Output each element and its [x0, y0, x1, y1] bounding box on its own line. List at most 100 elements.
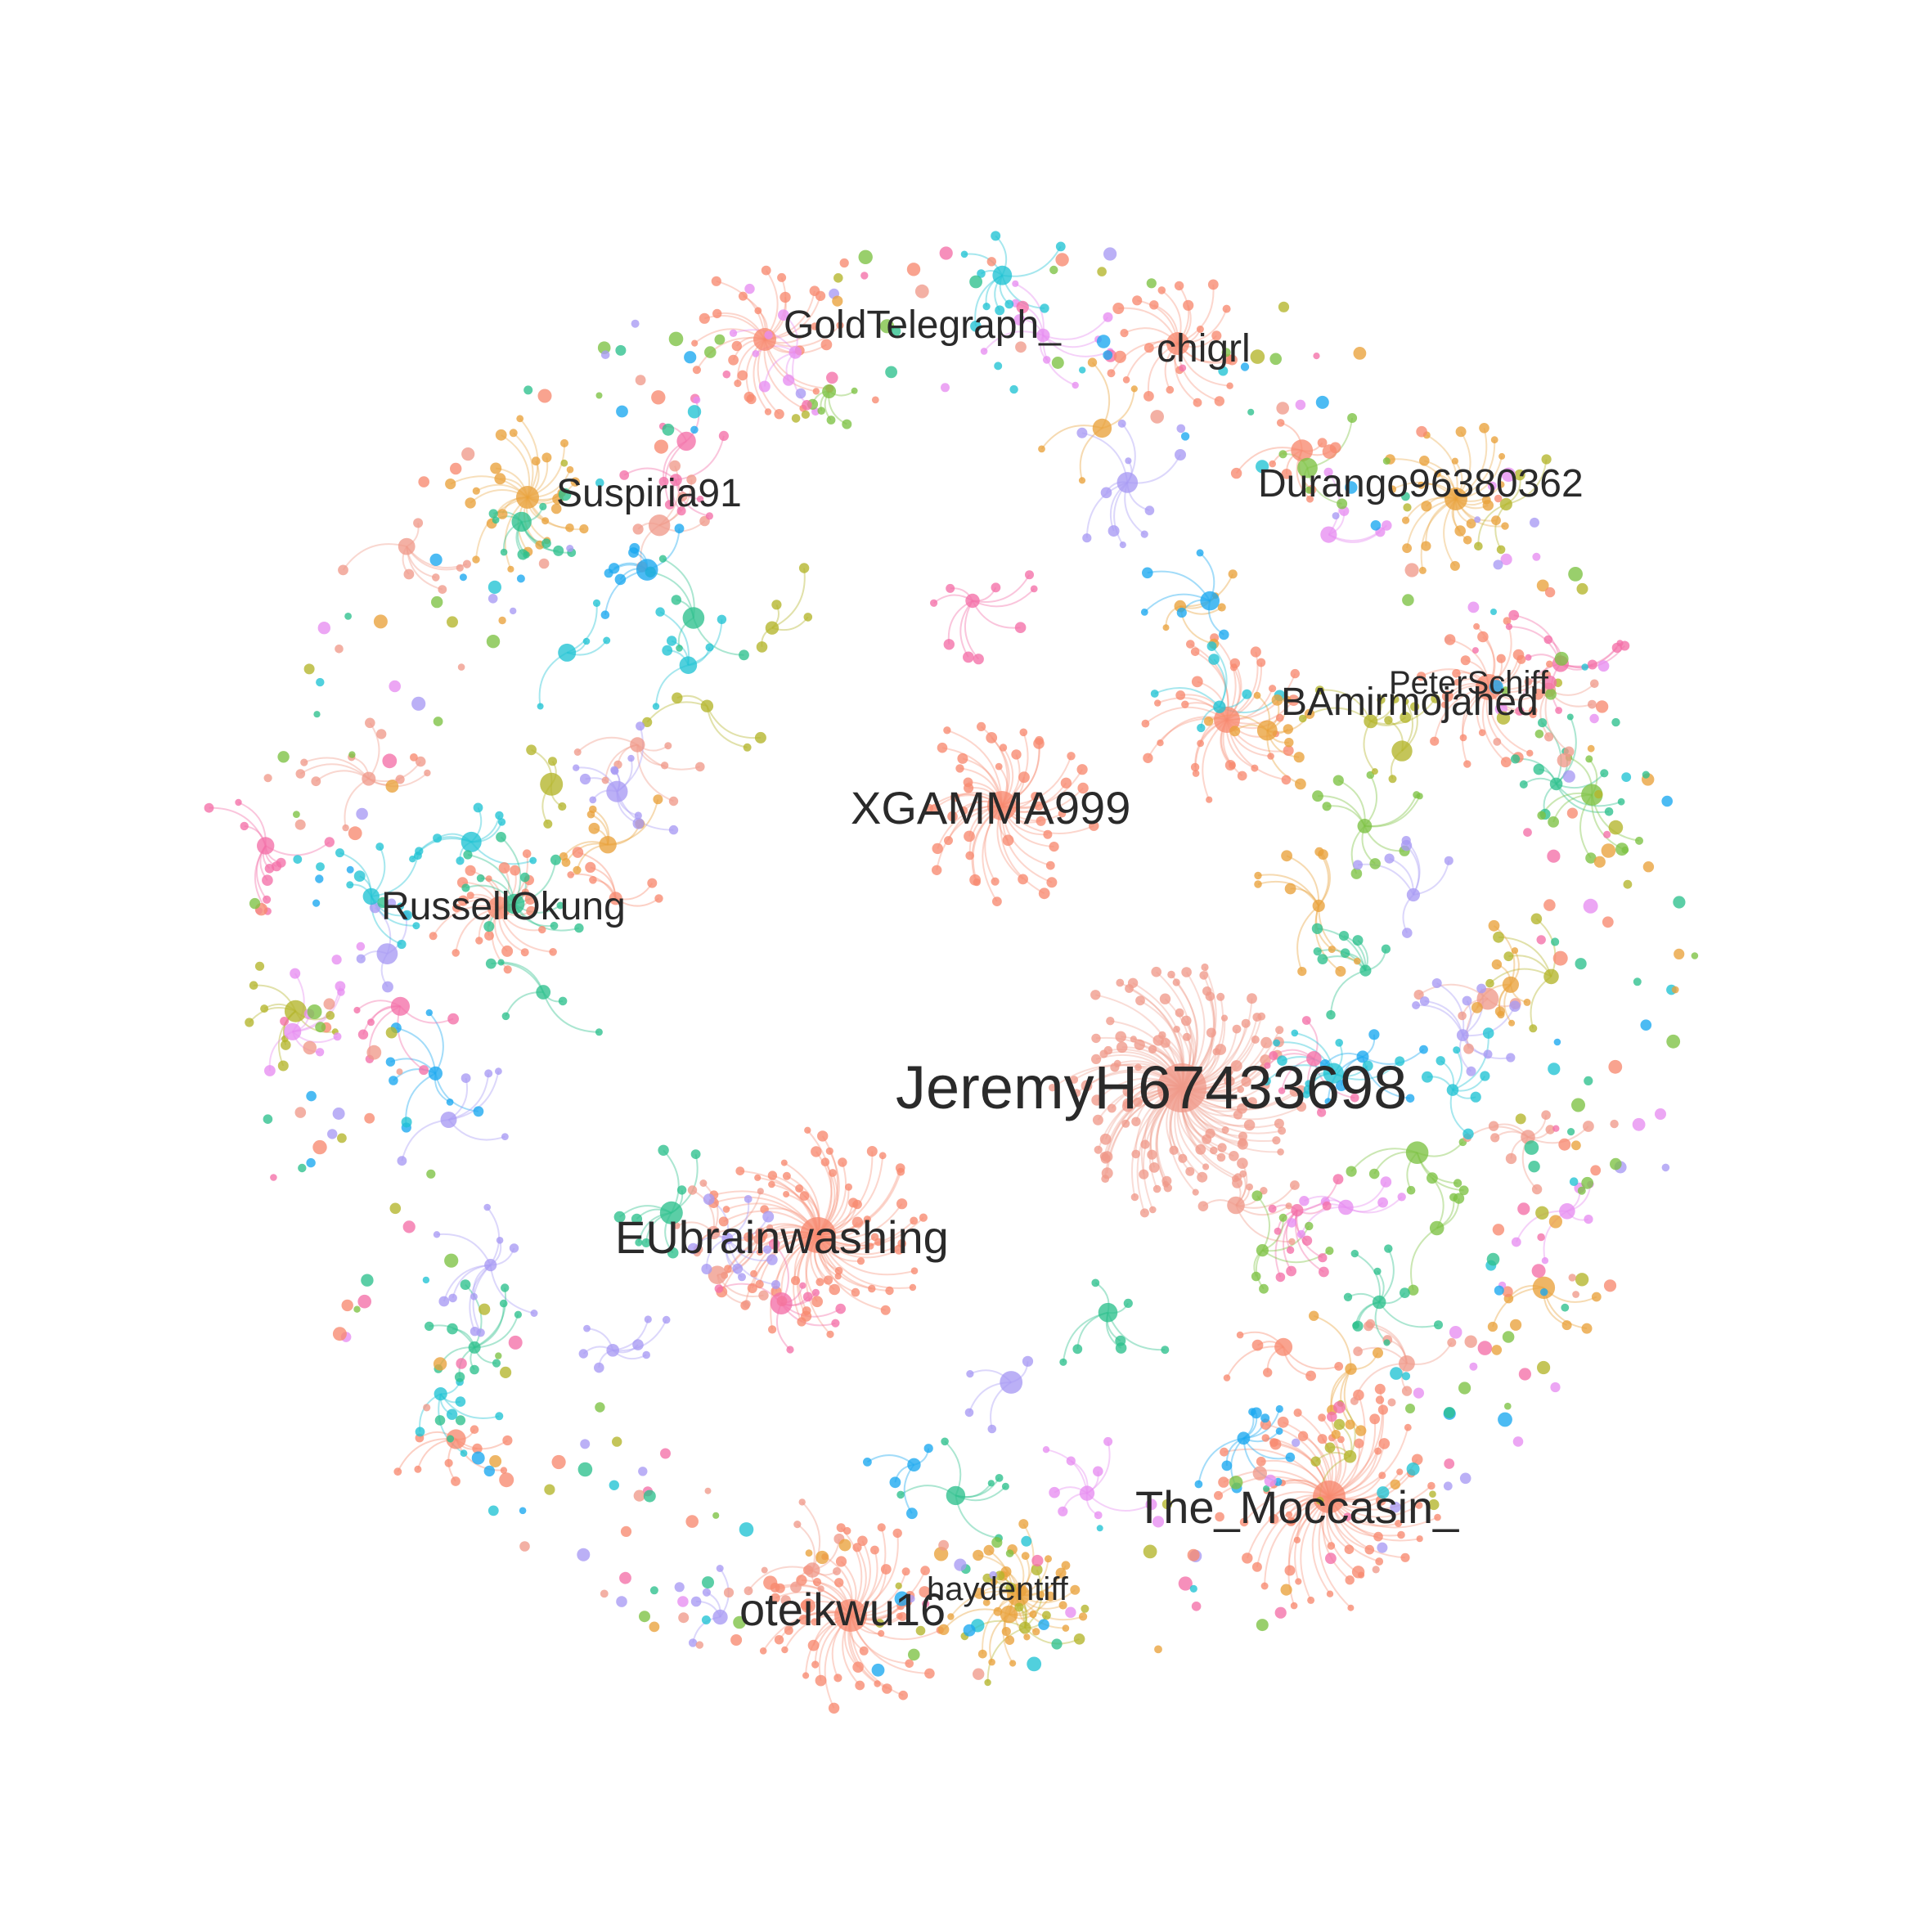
leaf-node — [397, 939, 407, 950]
peripheral-node — [609, 1480, 619, 1491]
leaf-node — [475, 937, 483, 945]
cluster-node — [558, 643, 577, 662]
leaf-node — [1042, 1446, 1050, 1453]
peripheral-node — [1545, 688, 1557, 700]
peripheral-node — [550, 503, 562, 514]
leaf-node — [1049, 842, 1059, 852]
peripheral-node — [1143, 1544, 1157, 1559]
leaf-node — [1174, 281, 1184, 291]
leaf-node — [1206, 1027, 1216, 1038]
leaf-node — [1319, 1266, 1329, 1278]
leaf-node — [768, 1325, 777, 1334]
edge — [676, 435, 725, 481]
peripheral-node — [1065, 1606, 1076, 1618]
peripheral-node — [457, 663, 465, 671]
leaf-node — [960, 250, 968, 258]
leaf-node — [1373, 1531, 1383, 1542]
edge — [1211, 645, 1228, 708]
leaf-node — [732, 1263, 744, 1274]
cluster-node — [1446, 1084, 1459, 1096]
leaf-node — [1281, 775, 1292, 785]
leaf-node — [987, 1480, 995, 1487]
leaf-node — [472, 555, 480, 564]
leaf-node — [1400, 1552, 1410, 1562]
peripheral-node — [1051, 357, 1064, 369]
peripheral-node — [1178, 1576, 1193, 1591]
peripheral-node — [907, 1594, 915, 1603]
leaf-node — [1583, 1121, 1594, 1132]
leaf-node — [995, 305, 1005, 316]
edge — [265, 841, 330, 856]
peripheral-node — [1501, 467, 1516, 482]
peripheral-node — [357, 1294, 372, 1309]
leaf-node — [1009, 1660, 1017, 1667]
leaf-node — [1401, 1386, 1413, 1396]
leaf-node — [988, 1658, 995, 1666]
edge — [1364, 775, 1378, 827]
peripheral-node — [294, 1107, 307, 1118]
leaf-node — [1259, 1283, 1269, 1294]
leaf-node — [811, 1660, 820, 1669]
leaf-node — [1353, 860, 1363, 870]
leaf-node — [585, 861, 596, 873]
edge — [1506, 459, 1548, 505]
leaf-node — [1163, 1184, 1173, 1193]
leaf-node — [1430, 736, 1440, 746]
peripheral-node — [1332, 512, 1340, 520]
edge — [1226, 1346, 1284, 1378]
leaf-node — [1531, 1184, 1543, 1195]
peripheral-node — [1292, 1438, 1301, 1448]
leaf-node — [1229, 658, 1241, 669]
leaf-node — [1230, 467, 1242, 479]
peripheral-node — [1568, 567, 1583, 582]
cluster-node — [504, 893, 525, 914]
leaf-node — [1260, 1036, 1272, 1049]
leaf-node — [1224, 760, 1236, 771]
leaf-node — [1091, 1094, 1103, 1106]
leaf-node — [1453, 1193, 1465, 1204]
leaf-node — [836, 321, 844, 330]
cluster-node — [1312, 899, 1325, 912]
leaf-node — [1525, 654, 1532, 661]
edge — [1296, 905, 1319, 972]
leaf-node — [490, 462, 502, 474]
leaf-node — [1275, 1272, 1286, 1283]
peripheral-node — [337, 1133, 347, 1143]
peripheral-node — [1632, 1117, 1646, 1131]
peripheral-node — [723, 1587, 735, 1598]
peripheral-node — [1215, 1512, 1224, 1522]
leaf-node — [777, 272, 787, 282]
leaf-node — [1141, 719, 1150, 728]
nodes-layer — [204, 231, 1699, 1714]
leaf-node — [1377, 1404, 1388, 1415]
leaf-node — [1374, 1447, 1382, 1455]
edge — [577, 736, 638, 753]
peripheral-node — [894, 1591, 910, 1606]
leaf-node — [455, 1396, 466, 1407]
peripheral-node — [455, 1415, 466, 1426]
leaf-node — [413, 851, 422, 860]
leaf-node — [1324, 1442, 1336, 1453]
peripheral-node — [366, 1045, 382, 1060]
leaf-node — [1336, 1080, 1347, 1091]
leaf-node — [1099, 1152, 1109, 1161]
leaf-node — [1268, 1204, 1277, 1213]
peripheral-node — [346, 865, 354, 874]
leaf-node — [1150, 690, 1159, 698]
peripheral-node — [1584, 1076, 1593, 1085]
leaf-node — [1314, 847, 1324, 856]
cluster-node — [362, 771, 376, 786]
leaf-node — [432, 573, 440, 582]
leaf-node — [686, 474, 697, 485]
leaf-node — [1288, 1238, 1296, 1246]
leaf-node — [1285, 1202, 1292, 1210]
peripheral-node — [1595, 700, 1609, 713]
leaf-node — [1186, 640, 1195, 649]
leaf-node — [1274, 1227, 1282, 1235]
leaf-node — [1488, 1121, 1499, 1131]
edge — [1530, 976, 1552, 1029]
leaf-node — [1127, 977, 1139, 989]
peripheral-node — [433, 717, 443, 726]
leaf-node — [930, 599, 938, 607]
leaf-node — [1221, 1460, 1233, 1471]
